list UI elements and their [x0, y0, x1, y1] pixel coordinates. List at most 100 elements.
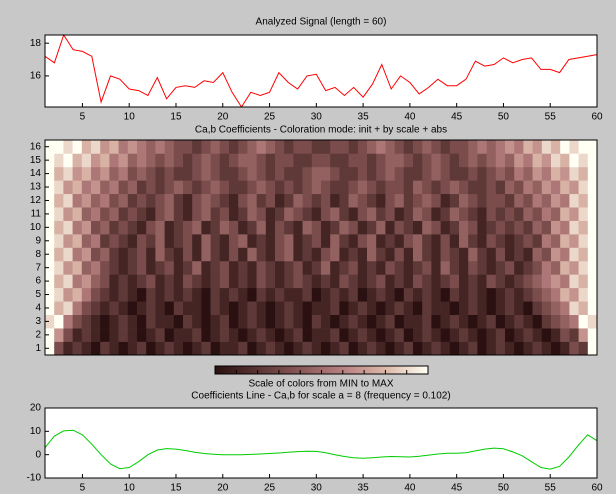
coef-cell — [413, 166, 423, 181]
coef-cell — [569, 234, 579, 248]
coef-cell — [164, 287, 175, 302]
coef-cell — [137, 260, 147, 275]
coef-cell — [219, 341, 230, 356]
coef-cell — [514, 207, 524, 221]
coef-cell — [265, 341, 276, 356]
coef-cell — [431, 234, 441, 248]
coef-cell — [477, 328, 487, 342]
x-tick-label: 50 — [498, 112, 510, 123]
coef-cell — [284, 260, 294, 275]
coef-cell — [505, 341, 515, 356]
coef-cell — [440, 341, 451, 356]
coef-cell — [146, 140, 156, 154]
coef-cell — [514, 260, 524, 275]
coef-cell — [63, 180, 73, 195]
coef-cell — [91, 193, 101, 208]
coef-cell — [339, 166, 349, 181]
coef-cell — [578, 341, 589, 356]
coef-cell — [495, 301, 506, 315]
coef-cell — [468, 328, 478, 342]
coef-cell — [118, 247, 129, 262]
coef-cell — [486, 193, 497, 208]
coef-cell — [91, 220, 101, 235]
coef-cell — [330, 274, 340, 289]
coef-cell — [219, 247, 230, 262]
coef-cell — [229, 234, 239, 248]
coef-cell — [367, 153, 377, 168]
coef-cell — [100, 207, 110, 221]
coef-cell — [118, 207, 129, 221]
coef-cell — [45, 341, 55, 356]
coef-cell — [468, 341, 478, 356]
coef-cell — [449, 180, 460, 195]
coef-cell — [449, 301, 460, 315]
x-tick-label: 30 — [311, 112, 323, 123]
coef-cell — [413, 314, 423, 329]
coef-cell — [127, 220, 138, 235]
coef-cell — [541, 341, 552, 356]
coef-cell — [422, 140, 432, 154]
coef-cell — [183, 314, 193, 329]
coef-cell — [321, 247, 331, 262]
coef-cell — [275, 220, 285, 235]
coef-cell — [348, 341, 359, 356]
coef-cell — [81, 314, 92, 329]
coef-cell — [560, 274, 570, 289]
coef-cell — [578, 247, 589, 262]
coef-cell — [109, 247, 119, 262]
coef-cell — [431, 153, 441, 168]
coef-cell — [514, 234, 524, 248]
coef-cell — [477, 153, 487, 168]
coef-cell — [431, 328, 441, 342]
coef-cell — [91, 153, 101, 168]
coef-cell — [302, 260, 313, 275]
coef-cell — [284, 140, 294, 154]
coef-cell — [357, 153, 368, 168]
coef-cell — [72, 260, 83, 275]
coef-cell — [486, 301, 497, 315]
coef-cell — [514, 166, 524, 181]
coef-cell — [219, 220, 230, 235]
coef-cell — [219, 314, 230, 329]
coef-cell — [229, 207, 239, 221]
coef-cell — [495, 314, 506, 329]
coef-cell — [127, 247, 138, 262]
coef-cell — [376, 247, 386, 262]
coef-cell — [109, 301, 119, 315]
coef-cell — [238, 247, 248, 262]
coef-cell — [192, 180, 202, 195]
coef-cell — [477, 301, 487, 315]
coef-cell — [293, 180, 303, 195]
coef-cell — [265, 301, 276, 315]
coef-cell — [514, 153, 524, 168]
coef-cell — [265, 328, 276, 342]
coef-cell — [367, 166, 377, 181]
coef-cell — [431, 207, 441, 221]
coef-cell — [468, 247, 478, 262]
coef-cell — [256, 287, 267, 302]
coef-cell — [385, 153, 395, 168]
coef-cell — [146, 314, 156, 329]
coef-cell — [293, 328, 303, 342]
coef-cell — [229, 341, 239, 356]
coef-cell — [440, 260, 451, 275]
coef-cell — [514, 247, 524, 262]
coef-cell — [541, 220, 552, 235]
coef-cell — [357, 193, 368, 208]
coef-cell — [127, 341, 138, 356]
coef-cell — [275, 260, 285, 275]
coef-cell — [578, 287, 589, 302]
coef-cell — [81, 328, 92, 342]
coef-cell — [486, 166, 497, 181]
coef-cell — [385, 328, 395, 342]
coef-cell — [91, 328, 101, 342]
coef-cell — [173, 341, 184, 356]
x-tick-label: 30 — [311, 483, 323, 494]
coef-cell — [81, 220, 92, 235]
coef-cell — [91, 166, 101, 181]
coef-cell — [146, 274, 156, 289]
coef-cell — [459, 166, 469, 181]
coef-cell — [449, 247, 460, 262]
coef-cell — [210, 260, 221, 275]
